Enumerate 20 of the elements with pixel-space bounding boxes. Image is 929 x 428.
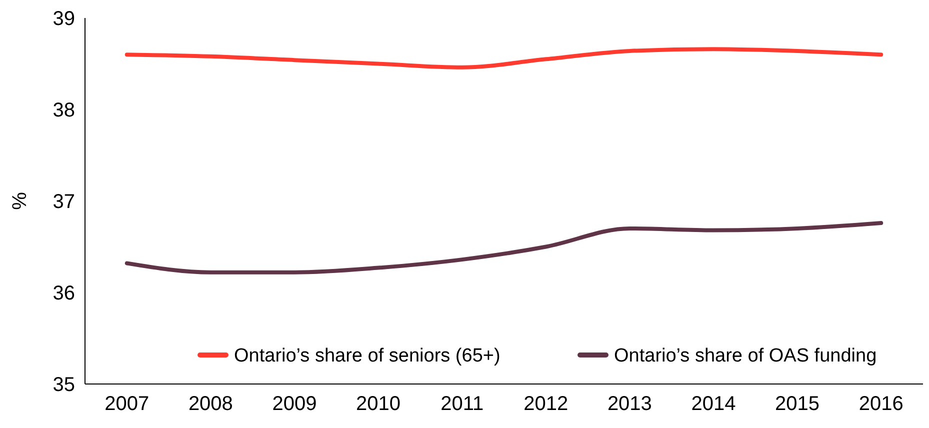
y-tick-label: 37: [52, 191, 75, 213]
x-tick-label: 2011: [440, 393, 484, 415]
line-series: [124, 47, 884, 70]
line-series: [124, 220, 884, 274]
x-tick-label: 2010: [356, 393, 401, 415]
x-tick-label: 2015: [775, 393, 820, 415]
x-tick-label: 2016: [858, 393, 904, 415]
y-tick-label: 39: [52, 8, 75, 30]
y-tick-label: 36: [52, 282, 75, 304]
y-tick-label: 38: [52, 100, 75, 122]
x-tick-label: 2012: [524, 393, 568, 415]
x-tick-label: 2009: [272, 393, 317, 415]
y-axis-title: %: [9, 192, 31, 210]
x-tick-label: 2014: [691, 393, 736, 415]
x-tick-label: 2008: [188, 393, 233, 415]
legend-label: Ontario’s share of OAS funding: [614, 346, 877, 367]
x-tick-label: 2013: [607, 393, 652, 415]
legend-label: Ontario’s share of seniors (65+): [234, 346, 500, 367]
y-tick-label: 35: [52, 374, 75, 396]
x-tick-label: 2007: [104, 393, 150, 415]
